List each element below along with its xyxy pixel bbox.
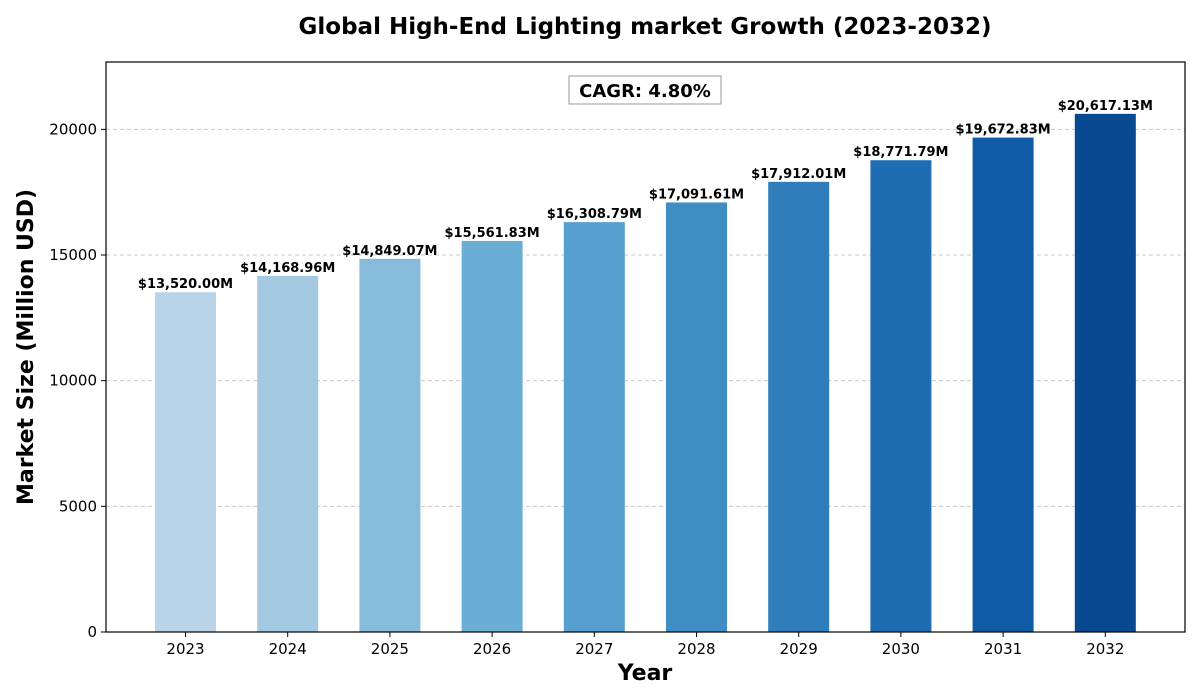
- bar-value-label: $14,168.96M: [240, 261, 335, 276]
- bar: [972, 137, 1034, 632]
- bar: [461, 240, 523, 632]
- x-tick-label: 2032: [1086, 640, 1124, 658]
- bar: [257, 275, 319, 632]
- bar: [768, 181, 830, 632]
- bar-value-label: $18,771.79M: [853, 145, 948, 160]
- bar-value-label: $20,617.13M: [1058, 99, 1153, 114]
- x-tick-label: 2029: [780, 640, 818, 658]
- bar: [155, 292, 216, 632]
- bar-value-label: $15,561.83M: [445, 226, 540, 241]
- bar-value-label: $17,912.01M: [751, 167, 846, 182]
- bar: [563, 222, 625, 633]
- bar: [666, 202, 727, 632]
- y-tick-label: 0: [87, 623, 97, 641]
- x-tick-label: 2027: [575, 640, 613, 658]
- y-tick-label: 10000: [49, 372, 97, 390]
- bar-value-label: $13,520.00M: [138, 277, 233, 292]
- y-tick-label: 5000: [59, 497, 97, 515]
- bar: [1074, 113, 1136, 633]
- x-tick-label: 2031: [984, 640, 1022, 658]
- annotation-box: [568, 75, 722, 105]
- y-tick-label: 20000: [49, 120, 97, 138]
- annotation-text: CAGR: 4.80%: [579, 81, 711, 102]
- bar: [359, 258, 421, 632]
- bar-value-label: $17,091.61M: [649, 187, 744, 202]
- x-tick-label: 2026: [473, 640, 511, 658]
- bar-value-label: $16,308.79M: [547, 207, 642, 222]
- x-tick-label: 2024: [269, 640, 307, 658]
- cagr-annotation: CAGR: 4.80%: [568, 75, 722, 105]
- data-labels: $13,520.00M $14,168.96M $14,849.07M $15,561…: [138, 99, 1153, 292]
- y-tick-label: 15000: [49, 246, 97, 264]
- y-axis-label: Market Size (Million USD): [14, 189, 39, 505]
- bar-value-label: $14,849.07M: [342, 244, 437, 259]
- bar-value-label: $19,672.83M: [956, 123, 1051, 138]
- x-tick-label: 2028: [677, 640, 715, 658]
- x-tick-label: 2023: [166, 640, 204, 658]
- plot-frame: [105, 61, 1186, 633]
- x-tick-label: 2025: [371, 640, 409, 658]
- x-tick-label: 2030: [882, 640, 920, 658]
- x-axis-label: Year: [617, 661, 673, 686]
- bars: [155, 113, 1136, 633]
- x-axis-ticks: 2023 2024 2025 2026 2027 2028 2029 2030 2031 2032: [166, 632, 1124, 658]
- chart-title: Global High-End Lighting market Growth (…: [299, 14, 992, 40]
- y-axis-ticks: 0 5000 10000 15000 20000: [49, 120, 106, 641]
- bar: [870, 160, 932, 632]
